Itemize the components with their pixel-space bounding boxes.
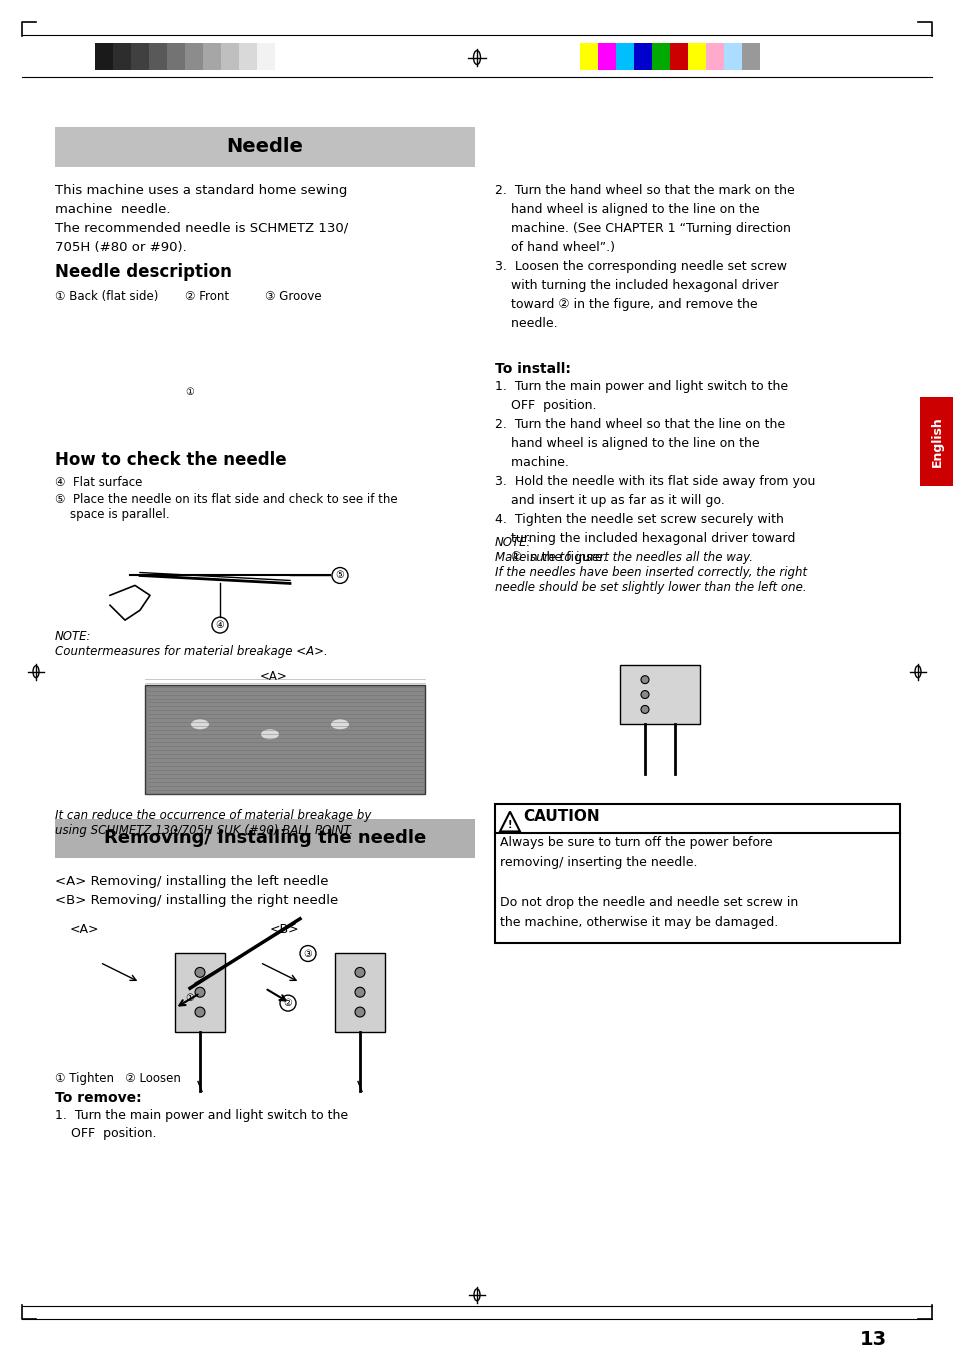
Text: ③ Groove: ③ Groove: [265, 289, 321, 303]
Ellipse shape: [261, 730, 278, 739]
Circle shape: [194, 1006, 205, 1017]
Text: <A>: <A>: [70, 923, 99, 936]
Text: ④: ④: [215, 620, 224, 630]
Circle shape: [332, 567, 348, 584]
Text: ⑤  Place the needle on its flat side and check to see if the
    space is parall: ⑤ Place the needle on its flat side and …: [55, 493, 397, 521]
Bar: [221, 43, 239, 70]
Text: ②: ②: [283, 998, 292, 1008]
Text: Needle: Needle: [226, 138, 303, 157]
Text: ①: ①: [186, 386, 194, 397]
Text: ⑤: ⑤: [335, 570, 344, 581]
Circle shape: [182, 990, 198, 1006]
Bar: [598, 43, 616, 70]
Bar: [95, 43, 112, 70]
Ellipse shape: [331, 719, 349, 730]
Text: This machine uses a standard home sewing
machine  needle.
The recommended needle: This machine uses a standard home sewing…: [55, 184, 348, 254]
Text: NOTE:
Countermeasures for material breakage <A>.: NOTE: Countermeasures for material break…: [55, 630, 328, 658]
Bar: [55, 127, 475, 166]
Circle shape: [640, 690, 648, 698]
Circle shape: [299, 946, 315, 962]
Bar: [723, 43, 741, 70]
Bar: [634, 43, 651, 70]
Bar: [616, 43, 634, 70]
Text: ① Tighten   ② Loosen: ① Tighten ② Loosen: [55, 1071, 181, 1085]
Bar: [705, 43, 723, 70]
Bar: [741, 43, 760, 70]
Circle shape: [640, 705, 648, 713]
Circle shape: [280, 996, 295, 1011]
Polygon shape: [499, 812, 519, 831]
Circle shape: [194, 967, 205, 977]
Text: Always be sure to turn off the power before
removing/ inserting the needle.

Do : Always be sure to turn off the power bef…: [499, 836, 798, 929]
Bar: [256, 43, 274, 70]
Text: ② Front: ② Front: [185, 289, 229, 303]
Bar: [149, 43, 167, 70]
Text: !: !: [507, 820, 512, 830]
Bar: [619, 665, 700, 724]
Bar: [495, 804, 899, 943]
Bar: [185, 43, 203, 70]
Text: ① Back (flat side): ① Back (flat side): [55, 289, 158, 303]
Circle shape: [212, 617, 228, 634]
Text: 1.  Turn the main power and light switch to the
    OFF  position.
2.  Turn the : 1. Turn the main power and light switch …: [495, 380, 815, 563]
Bar: [669, 43, 687, 70]
Text: CAUTION: CAUTION: [522, 809, 599, 824]
Bar: [239, 43, 256, 70]
Text: 2.  Turn the hand wheel so that the mark on the
    hand wheel is aligned to the: 2. Turn the hand wheel so that the mark …: [495, 184, 794, 330]
Bar: [145, 685, 424, 794]
Text: <B>: <B>: [270, 923, 299, 936]
Text: How to check the needle: How to check the needle: [55, 451, 286, 469]
Text: <A> Removing/ installing the left needle
<B> Removing/ installing the right need: <A> Removing/ installing the left needle…: [55, 875, 338, 907]
Text: English: English: [929, 416, 943, 467]
Text: <A>: <A>: [260, 670, 288, 682]
Bar: [131, 43, 149, 70]
Bar: [174, 952, 225, 1032]
Text: NOTE:
Make sure to insert the needles all the way.
If the needles have been inse: NOTE: Make sure to insert the needles al…: [495, 536, 806, 594]
Circle shape: [355, 988, 365, 997]
Circle shape: [194, 988, 205, 997]
Bar: [112, 43, 131, 70]
Circle shape: [640, 676, 648, 684]
Text: 1.  Turn the main power and light switch to the
    OFF  position.: 1. Turn the main power and light switch …: [55, 1109, 348, 1140]
Text: Removing/ Installing the needle: Removing/ Installing the needle: [104, 830, 426, 847]
Text: It can reduce the occurrence of material breakage by
using SCHIMETZ 130/705H SUK: It can reduce the occurrence of material…: [55, 809, 371, 836]
Circle shape: [355, 1006, 365, 1017]
Bar: [919, 397, 953, 486]
Text: To remove:: To remove:: [55, 1092, 141, 1105]
Text: To install:: To install:: [495, 362, 570, 376]
Text: 13: 13: [859, 1329, 886, 1348]
Text: ④  Flat surface: ④ Flat surface: [55, 477, 142, 489]
Bar: [55, 819, 475, 858]
Bar: [687, 43, 705, 70]
Bar: [203, 43, 221, 70]
Bar: [579, 43, 598, 70]
Bar: [167, 43, 185, 70]
Text: ③: ③: [303, 948, 312, 958]
Bar: [335, 952, 385, 1032]
Text: Needle description: Needle description: [55, 263, 232, 281]
Text: ①: ①: [186, 993, 194, 1004]
Ellipse shape: [191, 719, 209, 730]
Circle shape: [355, 967, 365, 977]
Bar: [651, 43, 669, 70]
